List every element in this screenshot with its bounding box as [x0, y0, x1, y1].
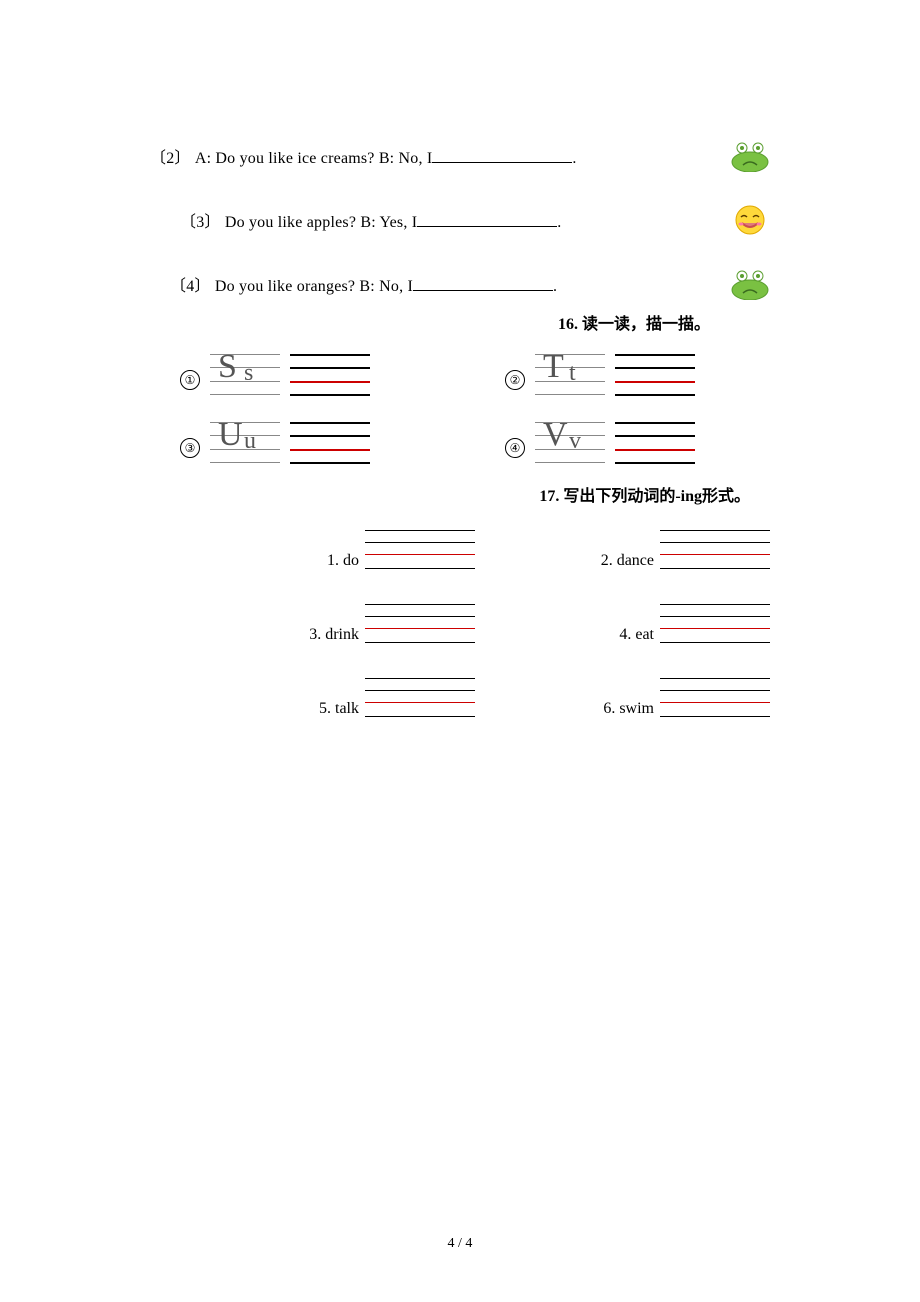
writing-area[interactable]	[365, 604, 475, 644]
writing-area[interactable]	[290, 354, 370, 394]
ing-cell-1: 1. do	[220, 530, 475, 570]
question-number: 〔4〕	[170, 278, 211, 295]
question-prefix: A: Do you like ice creams? B: No, I	[195, 150, 433, 167]
verb-label: 4. eat	[619, 626, 654, 644]
traced-letter-upper: U	[218, 416, 245, 454]
traced-letter-upper: S	[218, 348, 239, 386]
traced-letter-upper: V	[543, 416, 570, 454]
answer-blank[interactable]	[413, 274, 553, 291]
letter-cell-2: ② T t	[505, 354, 770, 394]
verb-label: 3. drink	[309, 626, 359, 644]
question-prefix: Do you like oranges? B: No, I	[215, 278, 413, 295]
item-number-icon: ①	[180, 370, 200, 390]
question-prefix: Do you like apples? B: Yes, I	[225, 214, 417, 231]
letter-guide: S s	[210, 354, 280, 394]
writing-area[interactable]	[660, 678, 770, 718]
verb-label: 5. talk	[319, 700, 359, 718]
question-text: 〔2〕 A: Do you like ice creams? B: No, I.	[150, 144, 577, 168]
question-number: 〔3〕	[180, 214, 221, 231]
writing-area[interactable]	[290, 422, 370, 462]
traced-letter-lower: u	[244, 428, 258, 455]
letter-guide: V v	[535, 422, 605, 462]
question-row-4: 〔4〕 Do you like oranges? B: No, I.	[150, 268, 770, 300]
letter-cell-3: ③ U u	[180, 422, 445, 462]
ing-cell-3: 3. drink	[220, 604, 475, 644]
item-number-icon: ④	[505, 438, 525, 458]
writing-area[interactable]	[615, 422, 695, 462]
writing-area[interactable]	[660, 604, 770, 644]
traced-letter-lower: t	[569, 360, 578, 387]
item-number-icon: ②	[505, 370, 525, 390]
ing-cell-4: 4. eat	[515, 604, 770, 644]
traced-letter-lower: s	[244, 360, 255, 387]
verb-label: 2. dance	[601, 552, 654, 570]
letter-guide: T t	[535, 354, 605, 394]
happy-face-icon	[730, 204, 770, 236]
question-suffix: .	[553, 278, 557, 295]
writing-area[interactable]	[365, 678, 475, 718]
answer-blank[interactable]	[432, 146, 572, 163]
letter-tracing-grid: ① S s ② T t ③ U	[180, 354, 770, 462]
question-text: 〔3〕 Do you like apples? B: Yes, I.	[180, 208, 561, 232]
question-text: 〔4〕 Do you like oranges? B: No, I.	[170, 272, 557, 296]
letter-cell-1: ① S s	[180, 354, 445, 394]
letter-guide: U u	[210, 422, 280, 462]
section-16-title: 16. 读一读，描一描。	[150, 310, 770, 334]
answer-blank[interactable]	[417, 210, 557, 227]
traced-letter-upper: T	[543, 348, 566, 386]
letter-cell-4: ④ V v	[505, 422, 770, 462]
question-suffix: .	[572, 150, 576, 167]
section-17-title: 17. 写出下列动词的-ing形式。	[150, 482, 770, 506]
verb-label: 1. do	[327, 552, 359, 570]
question-row-3: 〔3〕 Do you like apples? B: Yes, I.	[150, 204, 770, 236]
writing-area[interactable]	[365, 530, 475, 570]
ing-cell-6: 6. swim	[515, 678, 770, 718]
writing-area[interactable]	[660, 530, 770, 570]
question-number: 〔2〕	[150, 150, 191, 167]
writing-area[interactable]	[615, 354, 695, 394]
sad-face-icon	[730, 268, 770, 300]
ing-cell-2: 2. dance	[515, 530, 770, 570]
traced-letter-lower: v	[569, 428, 583, 455]
worksheet-page: 〔2〕 A: Do you like ice creams? B: No, I.…	[0, 0, 920, 718]
question-row-2: 〔2〕 A: Do you like ice creams? B: No, I.	[150, 140, 770, 172]
question-suffix: .	[557, 214, 561, 231]
sad-face-icon	[730, 140, 770, 172]
item-number-icon: ③	[180, 438, 200, 458]
page-footer: 4 / 4	[0, 1236, 920, 1252]
verb-label: 6. swim	[603, 700, 654, 718]
ing-form-grid: 1. do 2. dance 3. drink 4. eat 5. talk	[220, 530, 770, 718]
ing-cell-5: 5. talk	[220, 678, 475, 718]
